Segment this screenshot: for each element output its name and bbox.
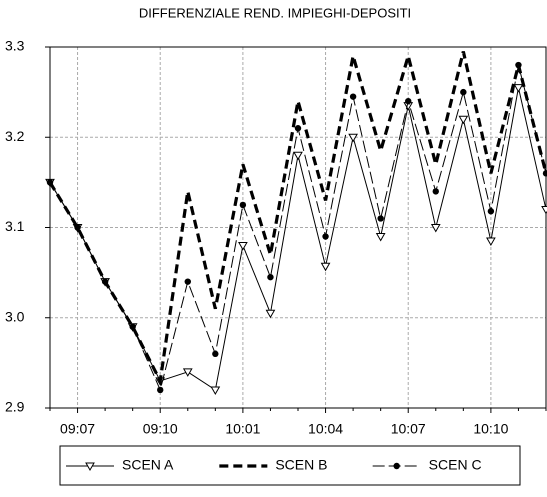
marker bbox=[238, 242, 248, 251]
y-tick-label: 3.2 bbox=[5, 128, 25, 144]
legend-marker bbox=[393, 462, 400, 470]
marker bbox=[267, 273, 274, 281]
series-line bbox=[49, 87, 547, 391]
marker bbox=[320, 262, 331, 272]
marker bbox=[210, 386, 221, 395]
marker bbox=[513, 84, 524, 93]
legend-marker bbox=[85, 462, 95, 472]
x-tick-label: 10:10 bbox=[473, 421, 508, 437]
x-tick-label: 10:04 bbox=[308, 421, 343, 437]
marker bbox=[349, 93, 357, 100]
legend-box bbox=[59, 445, 521, 486]
x-tick-label: 09:07 bbox=[60, 421, 95, 437]
legend-label: SCEN A bbox=[122, 457, 174, 473]
marker bbox=[74, 224, 81, 231]
marker bbox=[348, 133, 358, 143]
marker bbox=[430, 224, 441, 233]
marker bbox=[541, 205, 547, 215]
legend: SCEN A SCEN B SCEN C bbox=[59, 445, 521, 486]
marker bbox=[101, 278, 109, 285]
marker bbox=[239, 201, 247, 209]
series-line bbox=[48, 49, 547, 387]
marker bbox=[377, 215, 384, 222]
marker bbox=[157, 386, 164, 394]
marker bbox=[184, 278, 191, 285]
marker bbox=[182, 368, 193, 377]
marker bbox=[294, 125, 302, 132]
marker bbox=[460, 88, 467, 96]
y-tick-label: 3.0 bbox=[5, 308, 25, 324]
marker bbox=[458, 115, 469, 125]
marker bbox=[129, 323, 136, 330]
marker bbox=[515, 61, 522, 69]
marker bbox=[265, 309, 276, 319]
legend-label: SCEN B bbox=[275, 457, 327, 473]
x-tick-label: 10:01 bbox=[225, 421, 260, 437]
marker bbox=[322, 233, 329, 240]
marker bbox=[486, 237, 496, 247]
marker bbox=[212, 350, 219, 358]
marker bbox=[293, 151, 303, 161]
marker bbox=[487, 208, 495, 215]
chart-title: DIFFERENZIALE REND. IMPIEGHI-DEPOSITI bbox=[139, 5, 411, 20]
y-tick-label: 3.3 bbox=[5, 38, 25, 54]
marker bbox=[432, 188, 439, 195]
y-tick-label: 3.1 bbox=[5, 218, 25, 234]
x-tick-label: 10:07 bbox=[391, 421, 426, 437]
plot-frame bbox=[49, 46, 547, 409]
y-tick-label: 2.9 bbox=[5, 399, 25, 415]
marker bbox=[405, 97, 412, 105]
marker bbox=[46, 179, 54, 186]
marker bbox=[375, 233, 386, 242]
legend-label: SCEN C bbox=[429, 457, 482, 473]
marker bbox=[542, 170, 547, 177]
x-tick-label: 09:10 bbox=[143, 421, 178, 437]
